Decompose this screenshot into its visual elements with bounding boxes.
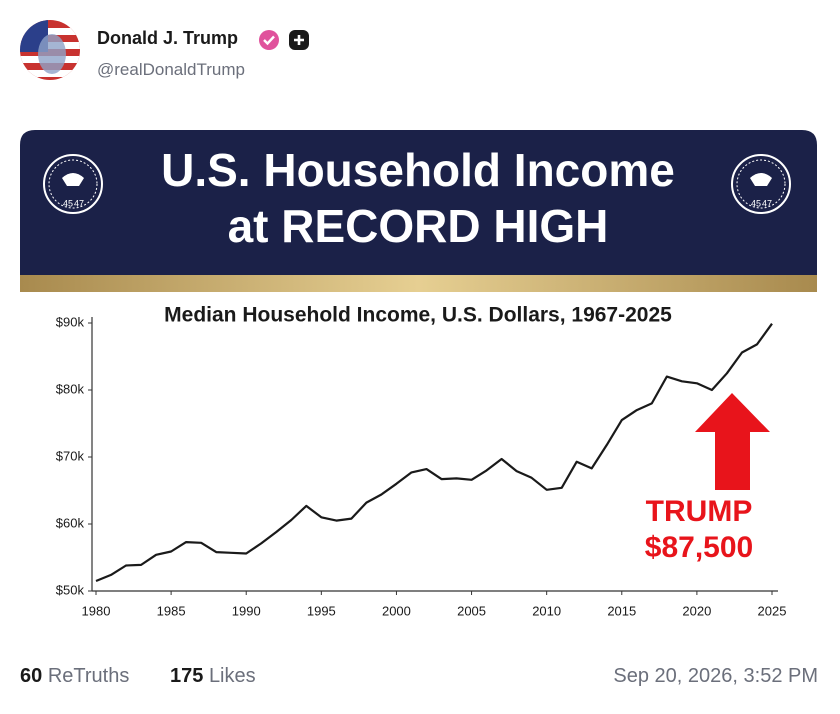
- x-tick-label: 1980: [82, 603, 111, 618]
- retruths-label: ReTruths: [47, 665, 130, 687]
- banner-stripe: [20, 275, 817, 292]
- y-tick-label: $90k: [56, 314, 85, 329]
- seal-left: 45 47: [43, 154, 103, 214]
- x-tick-label: 1985: [157, 603, 186, 618]
- x-tick-label: 2015: [607, 603, 636, 618]
- seal-right: 45 47: [731, 154, 791, 214]
- likes-label: Likes: [208, 665, 256, 687]
- chart-image: 45 47 45 47 U.S. Household Income at REC…: [20, 130, 817, 618]
- x-tick-label: 1995: [307, 603, 336, 618]
- author-name[interactable]: Donald J. Trump: [97, 28, 238, 49]
- x-tick-label: 2025: [758, 603, 787, 618]
- income-line: [95, 323, 773, 583]
- avatar[interactable]: [20, 20, 80, 80]
- x-tick-label: 1990: [232, 603, 261, 618]
- badges: [259, 30, 309, 50]
- banner-title: at RECORD HIGH: [228, 200, 609, 252]
- author-name-text: Donald J. Trump: [97, 28, 239, 48]
- annotation: TRUMP: [646, 495, 753, 528]
- x-tick-label: 2020: [682, 603, 711, 618]
- y-tick-label: $70k: [56, 448, 85, 463]
- x-tick-label: 2005: [457, 603, 486, 618]
- banner: [20, 130, 817, 275]
- y-tick-label: $80k: [56, 381, 85, 396]
- retruths[interactable]: 60 ReTruths: [20, 665, 129, 688]
- chart-title: Median Household Income, U.S. Dollars, 1…: [164, 304, 672, 327]
- y-tick-label: $60k: [56, 515, 85, 530]
- timestamp: Sep 20, 2026, 3:52 PM: [613, 665, 818, 687]
- x-tick-label: 2000: [382, 603, 411, 618]
- seal-text: 47: [74, 198, 84, 208]
- likes[interactable]: 175 Likes: [170, 665, 256, 688]
- seal-text: 45: [751, 198, 761, 208]
- likes-count: 175: [170, 665, 204, 687]
- annotation: $87,500: [645, 531, 753, 564]
- author-handle: @realDonaldTrump: [97, 60, 245, 79]
- retruths-count: 60: [20, 665, 43, 687]
- x-tick-label: 2010: [532, 603, 561, 618]
- seal-text: 47: [762, 198, 772, 208]
- banner-title: U.S. Household Income: [161, 144, 675, 196]
- arrow: [695, 393, 770, 490]
- seal-text: 45: [63, 198, 73, 208]
- y-tick-label: $50k: [56, 582, 85, 597]
